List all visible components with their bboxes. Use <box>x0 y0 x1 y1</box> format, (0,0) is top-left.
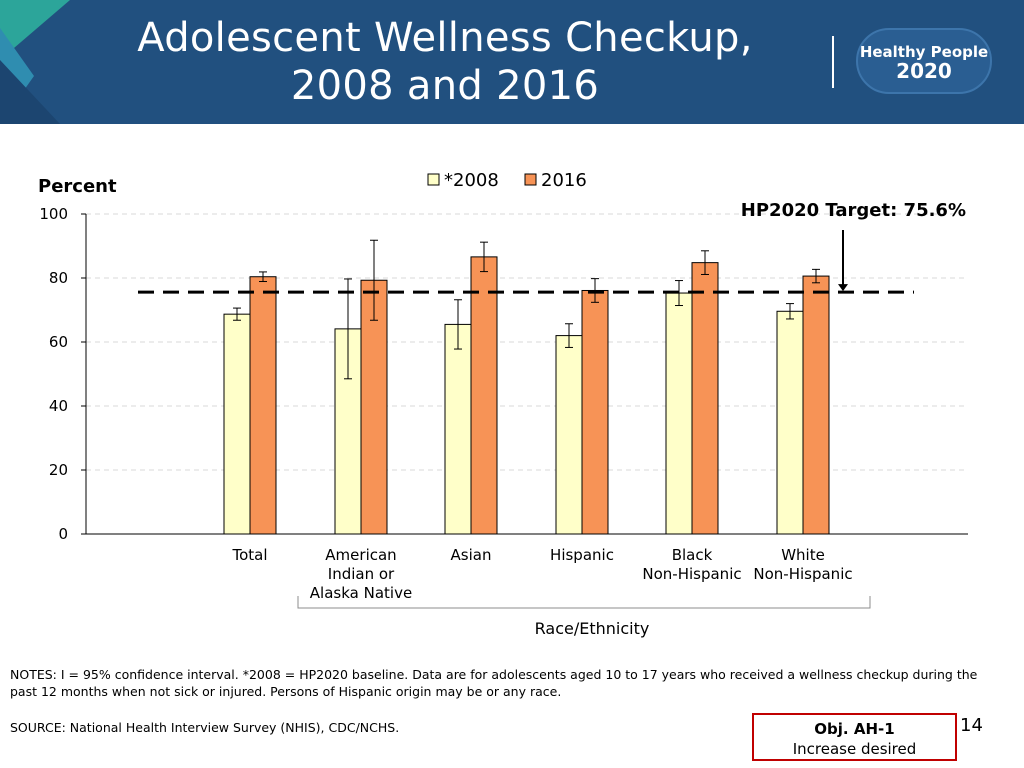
target-label: HP2020 Target: 75.6% <box>741 200 966 221</box>
logo-text-line1: Healthy People <box>859 43 989 61</box>
objective-status: Increase desired <box>792 740 917 758</box>
healthy-people-logo: Healthy People 2020 <box>856 28 992 94</box>
x-category-label: Black <box>672 546 713 564</box>
x-category-label: Total <box>231 546 267 564</box>
x-category-label: Hispanic <box>550 546 614 564</box>
bar-2008 <box>223 313 251 535</box>
slide-header: Adolescent Wellness Checkup, 2008 and 20… <box>0 0 1024 124</box>
notes-text: NOTES: I = 95% confidence interval. *200… <box>10 667 978 699</box>
y-tick-label: 0 <box>58 525 68 543</box>
bar-2008 <box>444 323 472 535</box>
bar-2016 <box>691 262 719 535</box>
objective-id: Obj. AH-1 <box>814 720 895 738</box>
source-text: SOURCE: National Health Interview Survey… <box>10 720 400 735</box>
chart-area: 0 20 40 60 80 100 Percent HP2020 Target: 75.6% *… <box>0 124 1024 654</box>
x-category-label: White <box>781 546 825 564</box>
bar-chart: 0 20 40 60 80 100 Percent HP2020 Target: 75.6% *… <box>38 170 968 638</box>
bar-2008 <box>776 310 804 535</box>
y-tick-label: 60 <box>49 333 68 351</box>
target-arrowhead <box>838 284 848 292</box>
category-bracket <box>297 596 871 609</box>
page-number: 14 <box>960 715 983 736</box>
x-category-label: Non-Hispanic <box>642 565 741 583</box>
bar-2016 <box>581 289 609 535</box>
bar-2008 <box>665 292 693 535</box>
bar-2016 <box>249 276 277 535</box>
slide-title-line2: 2008 and 2016 <box>290 63 600 109</box>
x-category-label: Non-Hispanic <box>753 565 852 583</box>
y-axis-label: Percent <box>38 176 117 197</box>
x-category-label: Asian <box>451 546 492 564</box>
bar-2008 <box>555 335 583 535</box>
y-tick-label: 80 <box>49 269 68 287</box>
bar-2016 <box>470 256 498 535</box>
slide-title-line1: Adolescent Wellness Checkup, <box>137 15 753 61</box>
y-tick-label: 20 <box>49 461 68 479</box>
y-tick-label: 40 <box>49 397 68 415</box>
x-category-label: Alaska Native <box>310 584 412 602</box>
objective-box: Obj. AH-1 Increase desired <box>752 713 957 761</box>
x-axis-label: Race/Ethnicity <box>535 619 650 638</box>
legend-label-2016: 2016 <box>541 170 587 191</box>
legend-swatch-2008 <box>427 173 440 186</box>
header-divider <box>832 36 834 88</box>
x-category-label: American <box>325 546 396 564</box>
logo-text-line2: 2020 <box>896 59 952 83</box>
bar-2016 <box>360 279 388 535</box>
bar-2016 <box>802 275 830 535</box>
y-tick-label: 100 <box>39 205 68 223</box>
legend-label-2008: *2008 <box>444 170 499 191</box>
legend-swatch-2016 <box>524 173 537 186</box>
x-category-label: Indian or <box>328 565 395 583</box>
decorative-triangle <box>0 60 60 124</box>
slide-title: Adolescent Wellness Checkup, 2008 and 20… <box>110 14 780 110</box>
